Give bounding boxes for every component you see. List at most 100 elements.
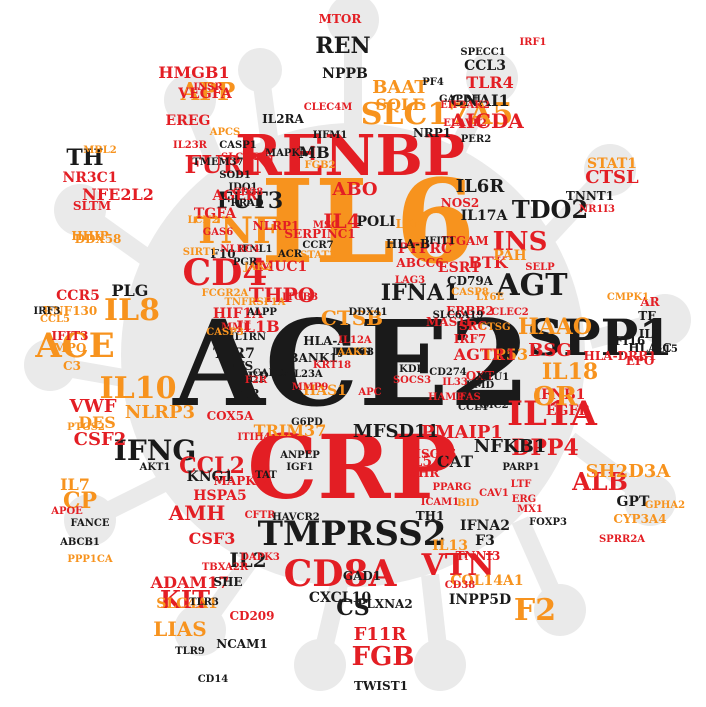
word-mapk14: MAPK14: [214, 474, 273, 488]
word-sltm: SLTM: [73, 199, 111, 213]
word-sprr2a: SPRR2A: [599, 534, 645, 545]
word-cox5a: COX5A: [207, 409, 254, 423]
word-kdr: KDR: [399, 364, 425, 375]
word-mmp9: MMP9: [292, 382, 329, 393]
word-itih4: ITIH4: [237, 432, 270, 443]
word-nr1i3: NR1I3: [579, 204, 615, 215]
word-tmprss2: TMPRSS2: [258, 514, 447, 554]
word-nfkb1: NFKB1: [474, 436, 547, 457]
word-cd14: CD14: [198, 674, 229, 685]
word-f2r: F2R: [245, 375, 268, 386]
word-adam17: ADAM17: [150, 573, 230, 592]
word-tat: TAT: [255, 470, 277, 481]
word-dpp4: DPP4: [511, 435, 578, 461]
word-msc: MSC: [313, 220, 339, 231]
word-sod1: SOD1: [219, 170, 251, 181]
word-ifna2: IFNA2: [460, 518, 510, 534]
word-gas6: GAS6: [203, 227, 234, 238]
word-nlrp1: NLRP1: [253, 219, 300, 233]
word-gad1: GAD1: [343, 569, 381, 583]
word-ccl3: CCL3: [464, 58, 506, 74]
word-cd8a: CD8A: [284, 553, 398, 595]
word-efs: EFS: [227, 359, 253, 373]
word-serpinc1: SERPINC1: [284, 227, 355, 241]
word-casp3: CASP3: [206, 327, 243, 338]
word-aak1: AAK1: [336, 347, 368, 358]
word-cyp3a4: CYP3A4: [613, 512, 666, 526]
spike-head: [64, 494, 116, 546]
word-stat1: STAT1: [587, 156, 637, 172]
word-hspa5: HSPA5: [193, 488, 246, 504]
word-ifitm3: IFITM3: [332, 347, 374, 358]
word-jak1: JAK1: [338, 347, 367, 358]
word-agtr1: AGTR1: [453, 345, 516, 364]
word-ifna1: IFNA1: [381, 280, 459, 306]
word-slc17a5: SLC17A5: [361, 97, 514, 132]
word-insr: INSR: [193, 82, 223, 93]
word-pgr: PGR: [233, 257, 258, 268]
word-il6r: IL6R: [456, 176, 506, 197]
word-g6pd: G6PD: [291, 417, 323, 428]
word-cat: CAT: [437, 452, 473, 471]
word-abcc6: ABCC6: [395, 256, 443, 270]
word-ifnb1: IFNB1: [535, 387, 586, 403]
word-apoe: APOE: [50, 506, 83, 517]
word-plxna2: PLXNA2: [357, 597, 412, 611]
word-fas: FAS: [459, 392, 481, 403]
word-trim37: TRIM37: [254, 421, 327, 440]
word-she: SHE: [213, 575, 242, 589]
word-f10: F10: [210, 247, 235, 261]
word-hhip: HHIP: [71, 229, 108, 243]
word-il2: IL2: [229, 548, 266, 572]
word-elavl2: ELAVL2: [443, 118, 486, 129]
word-haao: HAAO: [518, 314, 592, 340]
word-irf3: IRF3: [33, 306, 60, 317]
word-eif2ak2: EIF2AK2: [440, 100, 490, 111]
word-tp53: TP53: [482, 345, 528, 364]
word-slc5a2: SLC5A2: [221, 152, 265, 163]
word-il5: IL5: [406, 454, 432, 470]
word-abo: ABO: [331, 179, 377, 200]
word-icam1: ICAM1: [421, 497, 459, 508]
word-ace: ACE: [34, 326, 114, 366]
word-mapk1: MAPK1: [265, 148, 307, 159]
word-nlrc4: NLRC4: [220, 244, 259, 255]
word-nlrp3: NLRP3: [125, 402, 195, 423]
word-stat3: STAT3: [300, 250, 336, 261]
word-gpt: GPT: [617, 494, 650, 510]
word-ccl2: CCL2: [179, 453, 245, 479]
word-pah: PAH: [493, 248, 527, 264]
word-mtor: MTOR: [319, 12, 363, 26]
word-ar: AR: [639, 295, 660, 309]
word-th1: TH1: [416, 509, 445, 523]
word-sirt1: SIRT1: [183, 247, 217, 258]
word-nhs: NHS: [340, 347, 366, 358]
word-il9: IL9: [639, 327, 661, 341]
word-cxcl10: CXCL10: [309, 590, 371, 606]
word-ncam1: NCAM1: [216, 637, 267, 651]
word-tnnt1: TNNT1: [566, 189, 614, 203]
word-ppp1ca: PPP1CA: [67, 554, 112, 565]
word-kng1: KNG1: [187, 469, 234, 485]
spike-head: [164, 74, 216, 126]
word-cp: CP: [63, 488, 97, 514]
word-oxt: OXT: [466, 369, 495, 383]
word-ifit1: IFIT1: [425, 236, 456, 247]
word-ahr: AHR: [408, 466, 441, 480]
word-mavs: MAVS: [336, 347, 369, 358]
word-il4: IL4: [323, 209, 360, 233]
word-acr: ACR: [277, 249, 303, 260]
word-il1rn: IL1RN: [230, 332, 266, 343]
word-or: OR: [533, 382, 578, 412]
word-tlr7: TLR7: [213, 346, 255, 362]
word-mas1l: MAS1L: [426, 315, 475, 329]
virus-silhouette: [24, 0, 691, 691]
word-renbp: RENBP: [235, 123, 465, 189]
word-f2: F2: [514, 593, 556, 628]
word-ctsg: CTSG: [479, 322, 510, 333]
word-amh: AMH: [168, 501, 226, 525]
word-plg: PLG: [112, 281, 149, 300]
word-slc6a19: SLC6A19: [433, 310, 484, 321]
